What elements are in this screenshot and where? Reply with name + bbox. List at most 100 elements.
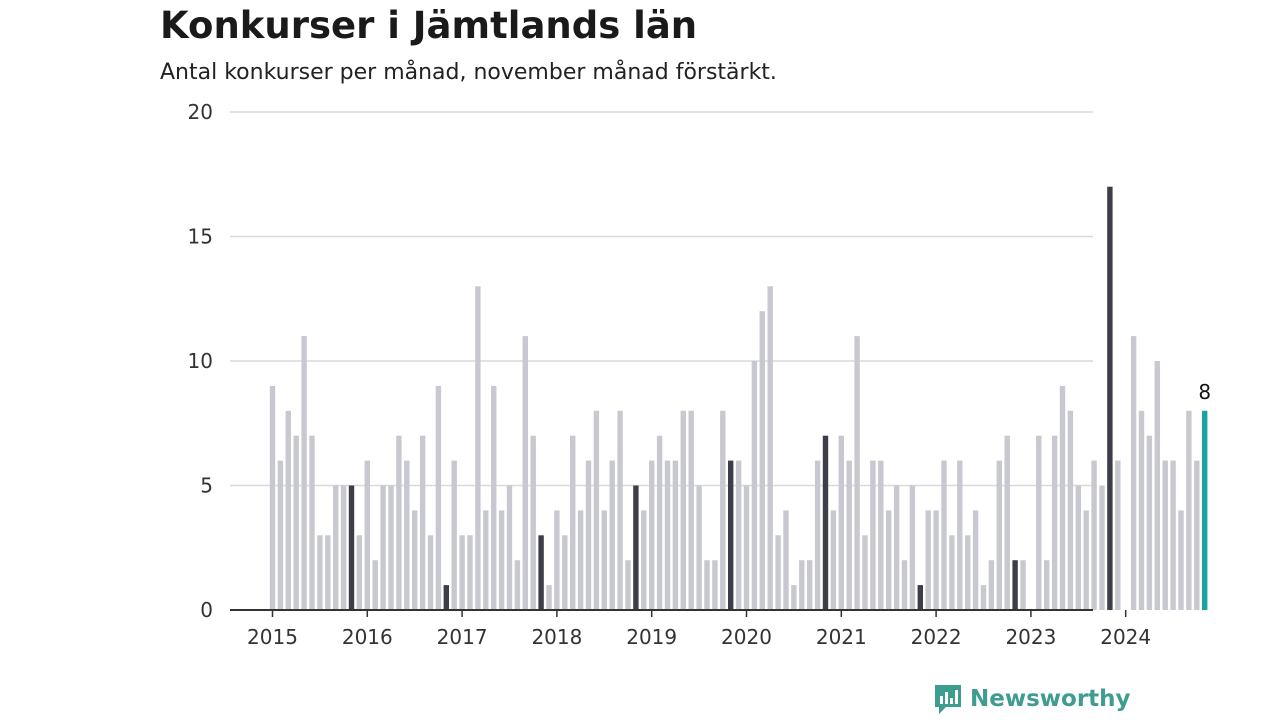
bar xyxy=(838,435,844,610)
bar xyxy=(862,535,868,610)
bar xyxy=(396,435,402,610)
bar xyxy=(901,560,908,610)
bar xyxy=(641,510,647,610)
bar xyxy=(1202,410,1208,610)
bar xyxy=(277,460,284,610)
bar xyxy=(364,460,370,610)
bar xyxy=(562,535,568,610)
bar xyxy=(285,410,291,610)
x-tick-label: 2019 xyxy=(626,625,677,649)
bar xyxy=(269,385,276,610)
y-tick-label: 15 xyxy=(188,225,213,249)
latest-value-label: 8 xyxy=(1198,380,1211,404)
bar xyxy=(846,460,852,610)
bar xyxy=(609,460,615,610)
x-tick-label: 2021 xyxy=(816,625,867,649)
bar xyxy=(1083,510,1089,610)
bar xyxy=(1051,435,1058,610)
bar xyxy=(965,535,971,610)
x-axis: 2015 2016 2017 2018 2019 2020 2021 2022 2023 2024 xyxy=(230,609,1151,649)
bar xyxy=(878,460,884,610)
bar xyxy=(301,336,307,610)
bar xyxy=(309,435,315,610)
bar xyxy=(340,485,347,610)
bar xyxy=(522,336,528,610)
bar xyxy=(293,435,299,610)
x-tick-label: 2015 xyxy=(247,625,298,649)
bar xyxy=(617,410,623,610)
grid-lines xyxy=(230,111,1093,487)
bar xyxy=(854,336,860,610)
bar xyxy=(799,560,805,610)
bar xyxy=(791,585,797,610)
bar xyxy=(1115,460,1121,610)
bar xyxy=(767,286,773,610)
bar xyxy=(530,435,536,610)
bars xyxy=(269,186,1208,610)
bar xyxy=(1020,560,1026,610)
bar xyxy=(625,560,631,610)
brand-name: Newsworthy xyxy=(970,686,1131,712)
y-tick-label: 10 xyxy=(188,349,213,373)
bar xyxy=(1178,510,1184,610)
newsworthy-logo: Newsworthy xyxy=(932,682,1131,716)
bar xyxy=(388,485,394,610)
bar xyxy=(593,410,600,610)
bar xyxy=(412,510,418,610)
bar xyxy=(656,435,663,610)
x-tick-label: 2022 xyxy=(911,625,962,649)
bar xyxy=(751,361,758,610)
bar xyxy=(1004,435,1010,610)
bar xyxy=(743,485,750,610)
bar xyxy=(491,385,497,610)
bar xyxy=(372,560,378,610)
data-labels: 8 xyxy=(1198,380,1211,404)
bar xyxy=(554,510,560,610)
bar xyxy=(886,510,892,610)
bar xyxy=(980,585,987,610)
bar xyxy=(972,510,979,610)
bar xyxy=(822,435,829,610)
bar xyxy=(680,410,686,610)
bar xyxy=(775,535,781,610)
bar xyxy=(933,510,939,610)
bar xyxy=(483,510,489,610)
bar xyxy=(649,460,655,610)
bar xyxy=(688,410,694,610)
bar xyxy=(1099,485,1105,610)
x-tick-label: 2024 xyxy=(1100,625,1151,649)
bar xyxy=(459,535,465,610)
bar xyxy=(696,485,702,610)
bar xyxy=(1130,336,1137,610)
bar xyxy=(325,535,331,610)
x-tick-label: 2023 xyxy=(1005,625,1056,649)
bar xyxy=(941,460,947,610)
bar xyxy=(720,410,726,610)
bar xyxy=(949,535,955,610)
bar xyxy=(1075,485,1081,610)
bar xyxy=(585,460,592,610)
bar xyxy=(601,510,607,610)
bar xyxy=(1067,410,1074,610)
y-axis-ticks: 0 5 10 15 20 xyxy=(188,100,213,622)
bar xyxy=(451,460,457,610)
bar xyxy=(672,460,679,610)
y-tick-label: 5 xyxy=(200,474,213,498)
bar xyxy=(759,311,765,610)
bar xyxy=(404,460,410,610)
y-tick-label: 0 xyxy=(200,598,213,622)
x-tick-label: 2020 xyxy=(721,625,772,649)
chart-title: Konkurser i Jämtlands län xyxy=(160,4,698,47)
bar xyxy=(427,535,434,610)
bar xyxy=(506,485,513,610)
bar xyxy=(514,560,521,610)
bar xyxy=(957,460,963,610)
bar xyxy=(633,485,639,610)
bar xyxy=(728,460,734,610)
bar xyxy=(1154,361,1160,610)
bar xyxy=(988,560,995,610)
chart-subtitle: Antal konkurser per månad, november måna… xyxy=(160,60,777,85)
bar xyxy=(783,510,789,610)
bar xyxy=(475,286,481,610)
